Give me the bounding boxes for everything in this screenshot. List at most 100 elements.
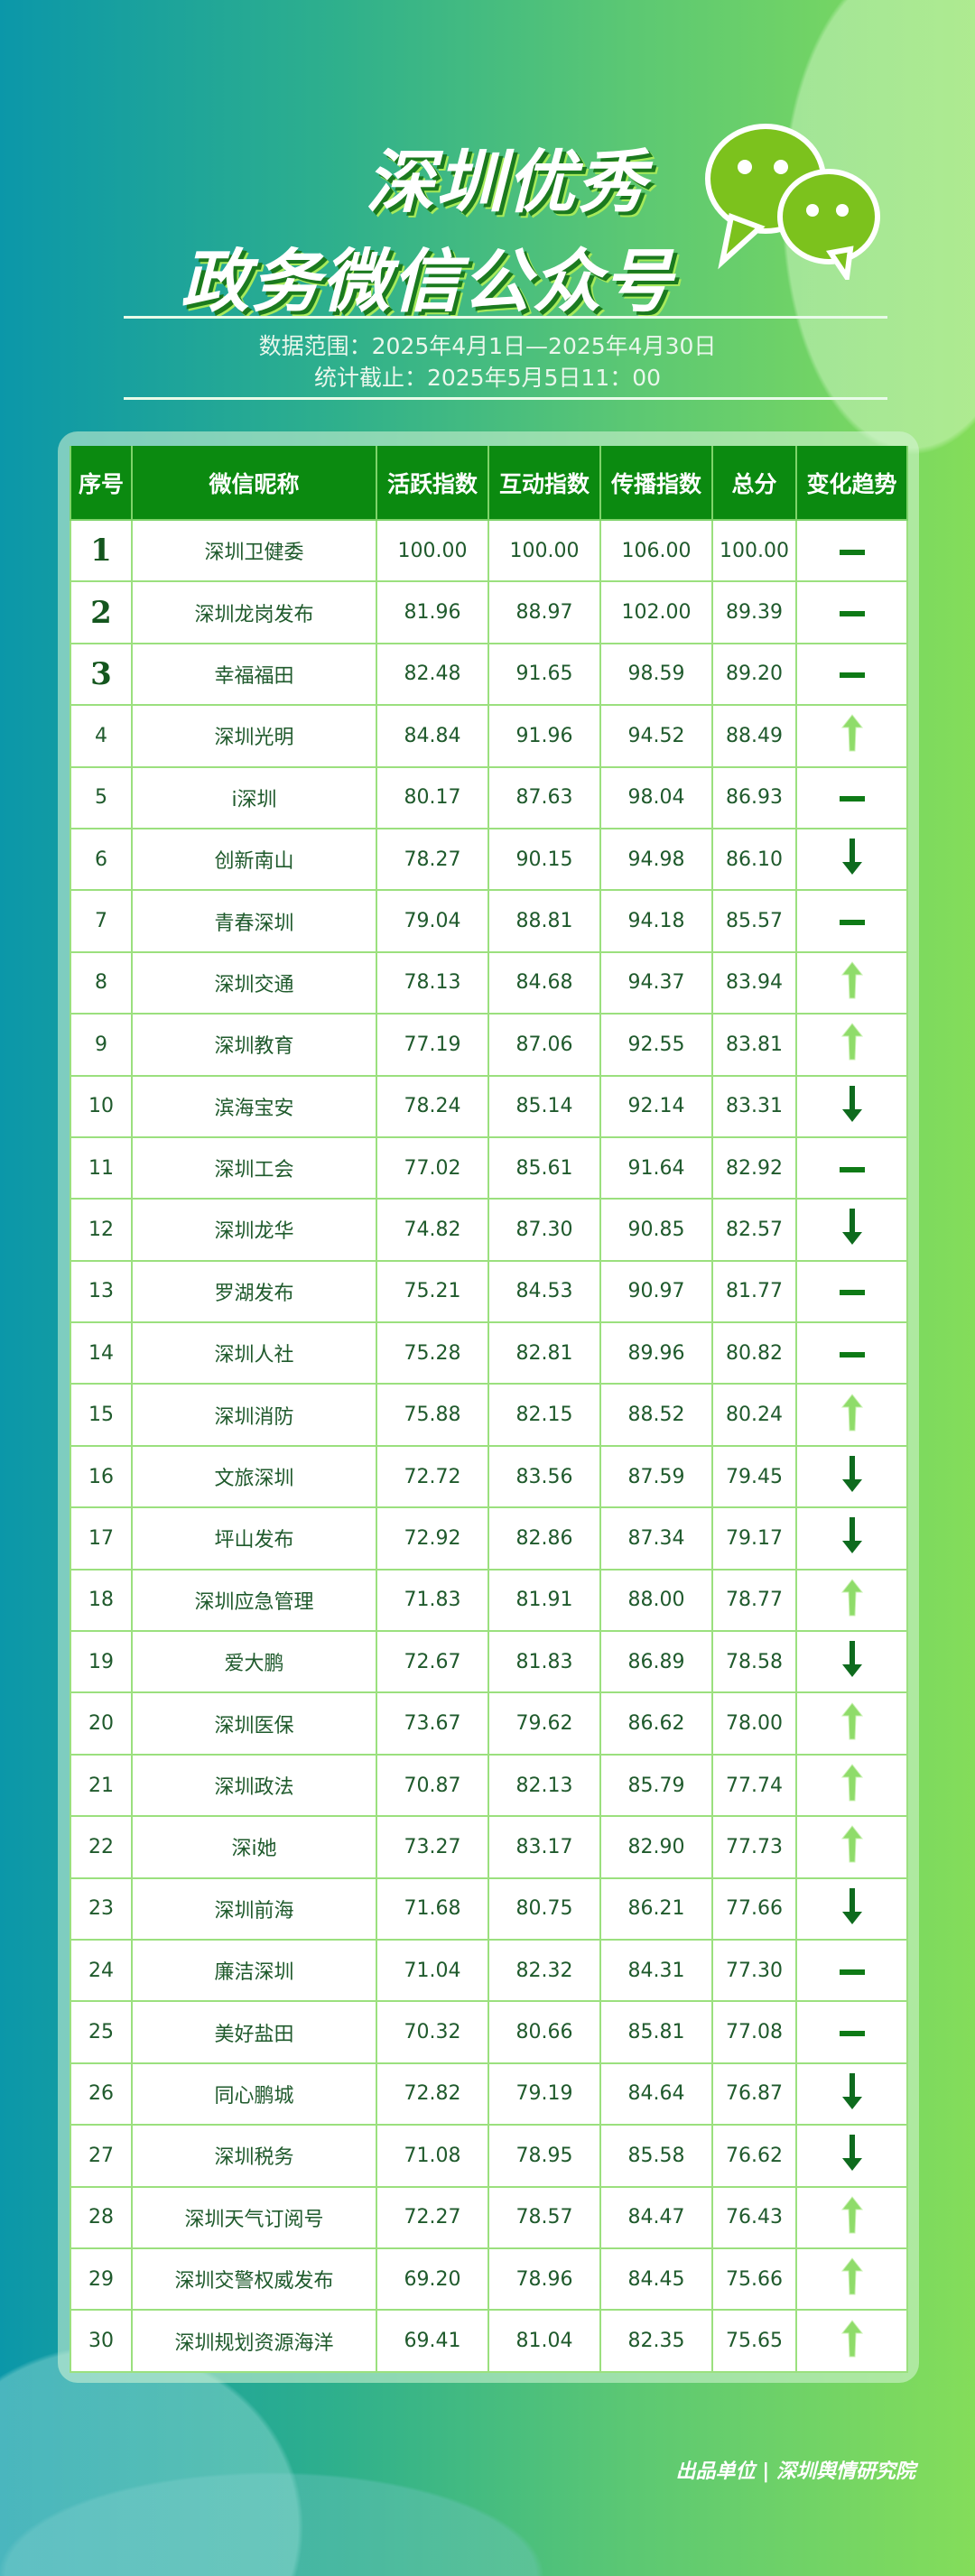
cell-rank: 3 xyxy=(70,642,133,707)
cell-rank: 1 xyxy=(70,518,133,583)
cell-account-name: 深圳医保 xyxy=(131,1691,377,1756)
trend-flat-icon xyxy=(839,2021,865,2043)
cell-rank: 12 xyxy=(70,1198,133,1262)
trend-cell xyxy=(795,1135,908,1200)
trend-flat-icon xyxy=(839,540,865,562)
cell-account-name: 深圳交通 xyxy=(131,950,377,1015)
cell-total-score: 78.77 xyxy=(711,1568,797,1633)
table-row: 28 深圳天气订阅号 72.27 78.57 84.47 76.43 xyxy=(70,2185,908,2249)
cell-spread-index: 91.64 xyxy=(599,1135,713,1200)
cell-account-name: 幸福福田 xyxy=(131,642,377,707)
trend-up-icon xyxy=(840,1701,864,1747)
table-row: 23 深圳前海 71.68 80.75 86.21 77.66 xyxy=(70,1876,908,1941)
trend-cell xyxy=(795,1506,908,1571)
trend-cell xyxy=(795,1691,908,1756)
cell-spread-index: 84.31 xyxy=(599,1938,713,2003)
cell-interaction-index: 78.95 xyxy=(488,2124,601,2188)
cell-account-name: 深圳教育 xyxy=(131,1013,377,1077)
cell-rank: 16 xyxy=(70,1444,133,1509)
trend-up-icon xyxy=(840,1393,864,1438)
cell-spread-index: 102.00 xyxy=(599,580,713,644)
cell-spread-index: 82.35 xyxy=(599,2309,713,2373)
cell-interaction-index: 82.13 xyxy=(488,1753,601,1818)
cell-rank: 23 xyxy=(70,1876,133,1941)
table-row: 12 深圳龙华 74.82 87.30 90.85 82.57 xyxy=(70,1198,908,1262)
table-row: 1 深圳卫健委 100.00 100.00 106.00 100.00 xyxy=(70,518,908,583)
cell-activity-index: 75.88 xyxy=(376,1383,489,1447)
cell-spread-index: 86.89 xyxy=(599,1630,713,1694)
column-header-spread-index: 传播指数 xyxy=(599,446,713,521)
cell-activity-index: 72.67 xyxy=(376,1630,489,1694)
cell-spread-index: 94.98 xyxy=(599,827,713,892)
cell-rank: 6 xyxy=(70,827,133,892)
cell-interaction-index: 78.96 xyxy=(488,2247,601,2312)
wechat-icon xyxy=(705,124,880,280)
title-line-1: 深圳优秀 xyxy=(366,142,647,222)
cell-activity-index: 73.67 xyxy=(376,1691,489,1756)
trend-flat-icon xyxy=(839,1960,865,1982)
trend-cell xyxy=(795,1013,908,1077)
cell-activity-index: 71.04 xyxy=(376,1938,489,2003)
cell-interaction-index: 82.86 xyxy=(488,1506,601,1571)
cell-activity-index: 75.28 xyxy=(376,1321,489,1385)
cell-rank: 29 xyxy=(70,2247,133,2312)
table-row: 26 同心鹏城 72.82 79.19 84.64 76.87 xyxy=(70,2062,908,2127)
table-row: 16 文旅深圳 72.72 83.56 87.59 79.45 xyxy=(70,1444,908,1509)
cell-activity-index: 72.92 xyxy=(376,1506,489,1571)
cell-activity-index: 71.08 xyxy=(376,2124,489,2188)
table-row: 15 深圳消防 75.88 82.15 88.52 80.24 xyxy=(70,1383,908,1447)
cell-interaction-index: 81.04 xyxy=(488,2309,601,2373)
cell-spread-index: 85.58 xyxy=(599,2124,713,2188)
cell-total-score: 80.82 xyxy=(711,1321,797,1385)
cell-account-name: 深圳人社 xyxy=(131,1321,377,1385)
cell-total-score: 83.81 xyxy=(711,1013,797,1077)
cell-activity-index: 71.68 xyxy=(376,1876,489,1941)
trend-down-icon xyxy=(840,1456,864,1499)
cell-total-score: 80.24 xyxy=(711,1383,797,1447)
column-header-interaction-index: 互动指数 xyxy=(488,446,601,521)
trend-cell xyxy=(795,1938,908,2003)
cell-total-score: 81.77 xyxy=(711,1259,797,1324)
cell-account-name: 深圳光明 xyxy=(131,704,377,768)
cell-interaction-index: 78.57 xyxy=(488,2185,601,2249)
cell-rank: 26 xyxy=(70,2062,133,2127)
trend-down-icon xyxy=(840,1887,864,1932)
table-row: 27 深圳税务 71.08 78.95 85.58 76.62 xyxy=(70,2124,908,2188)
cell-account-name: 深圳税务 xyxy=(131,2124,377,2188)
trend-cell xyxy=(795,1630,908,1694)
cell-spread-index: 98.04 xyxy=(599,765,713,829)
table-row: 21 深圳政法 70.87 82.13 85.79 77.74 xyxy=(70,1753,908,1818)
cell-activity-index: 84.84 xyxy=(376,704,489,768)
trend-cell xyxy=(795,950,908,1015)
cell-interaction-index: 83.56 xyxy=(488,1444,601,1509)
cell-interaction-index: 82.15 xyxy=(488,1383,601,1447)
cell-interaction-index: 79.19 xyxy=(488,2062,601,2127)
cell-total-score: 82.57 xyxy=(711,1198,797,1262)
cell-rank: 21 xyxy=(70,1753,133,1818)
trend-up-icon xyxy=(840,961,864,1005)
cell-interaction-index: 84.53 xyxy=(488,1259,601,1324)
cell-rank: 9 xyxy=(70,1013,133,1077)
cell-rank: 4 xyxy=(70,704,133,768)
trend-cell xyxy=(795,827,908,892)
cell-interaction-index: 91.96 xyxy=(488,704,601,768)
cell-rank: 19 xyxy=(70,1630,133,1694)
table-row: 18 深圳应急管理 71.83 81.91 88.00 78.77 xyxy=(70,1568,908,1633)
cell-spread-index: 86.21 xyxy=(599,1876,713,1941)
cell-total-score: 76.43 xyxy=(711,2185,797,2249)
cell-interaction-index: 90.15 xyxy=(488,827,601,892)
cell-spread-index: 90.97 xyxy=(599,1259,713,1324)
cell-account-name: 深圳工会 xyxy=(131,1135,377,1200)
cell-total-score: 82.92 xyxy=(711,1135,797,1200)
cell-rank: 13 xyxy=(70,1259,133,1324)
cell-spread-index: 85.79 xyxy=(599,1753,713,1818)
trend-flat-icon xyxy=(839,910,865,932)
cell-total-score: 77.30 xyxy=(711,1938,797,2003)
cell-interaction-index: 83.17 xyxy=(488,1815,601,1879)
trend-cell xyxy=(795,1259,908,1324)
table-row: 22 深i她 73.27 83.17 82.90 77.73 xyxy=(70,1815,908,1879)
cell-spread-index: 88.52 xyxy=(599,1383,713,1447)
trend-up-icon xyxy=(840,1579,864,1623)
cell-account-name: 同心鹏城 xyxy=(131,2062,377,2127)
cell-rank: 22 xyxy=(70,1815,133,1879)
